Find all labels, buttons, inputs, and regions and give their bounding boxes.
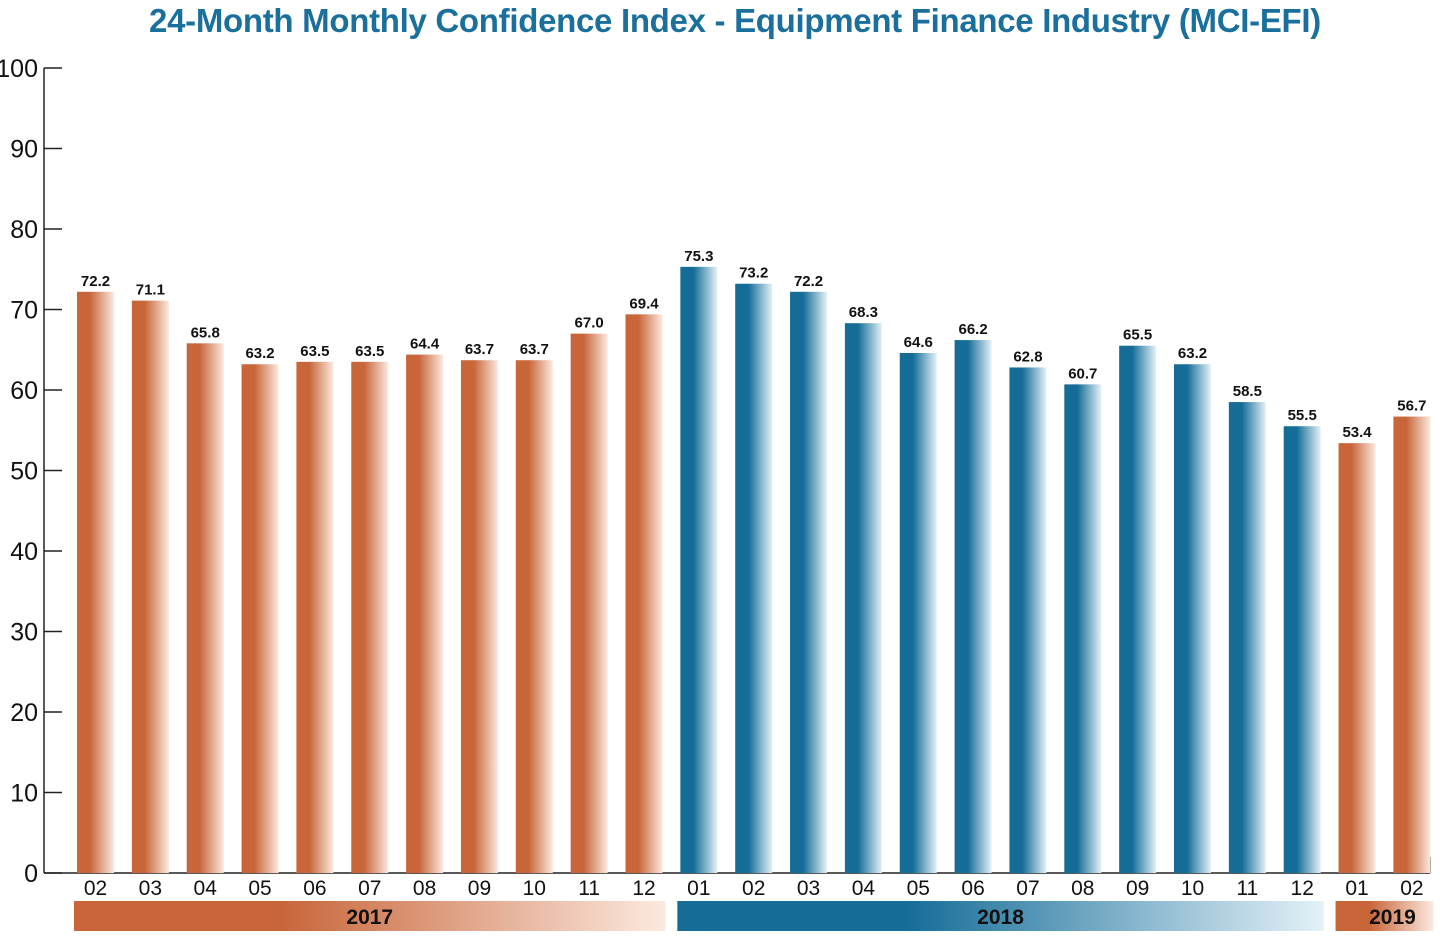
y-tick-label: 20 — [10, 699, 38, 727]
data-label: 66.2 — [958, 321, 987, 338]
bar — [1174, 364, 1211, 873]
x-tick-label: 04 — [852, 877, 876, 900]
bar — [1228, 402, 1266, 873]
data-label: 63.5 — [355, 343, 384, 360]
year-label: 2019 — [1369, 906, 1416, 929]
year-label: 2017 — [346, 906, 393, 929]
x-tick-label: 10 — [523, 877, 546, 900]
data-label: 71.1 — [136, 282, 165, 299]
bar — [735, 283, 773, 873]
x-tick-label: 08 — [413, 877, 436, 900]
bar — [790, 291, 828, 873]
year-band — [74, 901, 666, 931]
y-tick-label: 100 — [0, 55, 38, 83]
x-tick-label: 07 — [358, 877, 381, 900]
data-label: 75.3 — [684, 248, 713, 265]
x-tick-label: 12 — [632, 877, 655, 900]
y-tick-label: 60 — [10, 377, 38, 405]
data-label: 68.3 — [849, 304, 878, 321]
data-label: 63.2 — [1178, 345, 1207, 362]
x-tick-label: 11 — [1236, 877, 1258, 900]
bar — [1393, 416, 1431, 873]
data-label: 56.7 — [1397, 398, 1426, 415]
x-tick-label: 12 — [1291, 877, 1314, 900]
value-labels: 72.2 71.1 65.8 63.2 63.5 63.5 64.4 63.7 63.7 67.0… — [81, 248, 1427, 441]
x-tick-label: 06 — [961, 877, 984, 900]
bar — [680, 266, 718, 874]
bar — [1064, 384, 1102, 873]
bar — [1338, 443, 1376, 873]
x-tick-label: 01 — [687, 877, 710, 900]
year-band — [1335, 901, 1434, 931]
x-tick-label: 07 — [1016, 877, 1039, 900]
bar — [844, 323, 882, 873]
data-label: 55.5 — [1288, 407, 1317, 424]
x-tick-label: 02 — [84, 877, 107, 900]
x-tick-label: 02 — [1400, 877, 1423, 900]
y-tick-label: 50 — [10, 458, 38, 486]
bar — [460, 360, 498, 874]
y-tick-label: 0 — [24, 860, 38, 888]
data-label: 73.2 — [739, 265, 768, 282]
y-tick-label: 40 — [10, 538, 38, 566]
y-tick-label: 90 — [10, 136, 38, 164]
x-tick-labels: 02 03 04 05 06 07 08 09 10 11 12 01 02 03 04 05 06 07 08 09… — [84, 877, 1424, 900]
y-tick-label: 80 — [10, 216, 38, 244]
bar — [1119, 345, 1157, 874]
x-tick-label: 03 — [797, 877, 820, 900]
data-label: 67.0 — [575, 315, 604, 332]
year-band — [677, 901, 1324, 931]
x-tick-label: 05 — [907, 877, 930, 900]
data-label: 69.4 — [629, 295, 659, 312]
bar — [186, 343, 224, 873]
data-label: 60.7 — [1068, 365, 1097, 382]
data-label: 63.5 — [300, 343, 329, 360]
data-label: 65.5 — [1123, 327, 1152, 344]
x-tick-label: 06 — [303, 877, 326, 900]
chart-title: 24-Month Monthly Confidence Index - Equi… — [149, 2, 1321, 39]
y-tick-label: 30 — [10, 619, 38, 647]
year-bands: 2017 2018 2019 — [74, 901, 1434, 931]
data-label: 58.5 — [1233, 383, 1262, 400]
bar — [131, 300, 169, 873]
x-tick-label: 11 — [578, 877, 600, 900]
x-tick-label: 04 — [194, 877, 218, 900]
bar — [570, 333, 608, 873]
data-label: 65.8 — [191, 324, 220, 341]
bar — [515, 360, 553, 874]
bar — [625, 314, 663, 874]
y-tick-label: 10 — [10, 780, 38, 808]
bar — [954, 340, 992, 874]
bar — [296, 361, 334, 873]
data-label: 53.4 — [1342, 424, 1372, 441]
bar — [406, 354, 444, 874]
data-label: 72.2 — [794, 273, 823, 290]
y-tick-label: 70 — [10, 297, 38, 325]
bars — [77, 266, 1431, 874]
bar — [241, 364, 279, 873]
x-tick-label: 02 — [742, 877, 765, 900]
x-tick-label: 09 — [1126, 877, 1149, 900]
bar — [1283, 426, 1321, 873]
data-label: 63.2 — [245, 345, 274, 362]
data-label: 64.4 — [410, 336, 440, 353]
bar — [1009, 367, 1047, 873]
x-tick-label: 01 — [1345, 877, 1368, 900]
x-tick-label: 10 — [1181, 877, 1204, 900]
x-tick-label: 05 — [248, 877, 271, 900]
data-label: 64.6 — [904, 334, 933, 351]
data-label: 72.2 — [81, 273, 110, 290]
data-label: 63.7 — [520, 341, 549, 358]
data-label: 63.7 — [465, 341, 494, 358]
bar — [77, 291, 114, 873]
x-tick-label: 08 — [1071, 877, 1094, 900]
x-tick-label: 09 — [468, 877, 491, 900]
data-label: 62.8 — [1013, 348, 1042, 365]
bar — [899, 352, 937, 874]
year-label: 2018 — [977, 906, 1024, 929]
x-tick-label: 03 — [139, 877, 162, 900]
bar — [351, 361, 389, 873]
